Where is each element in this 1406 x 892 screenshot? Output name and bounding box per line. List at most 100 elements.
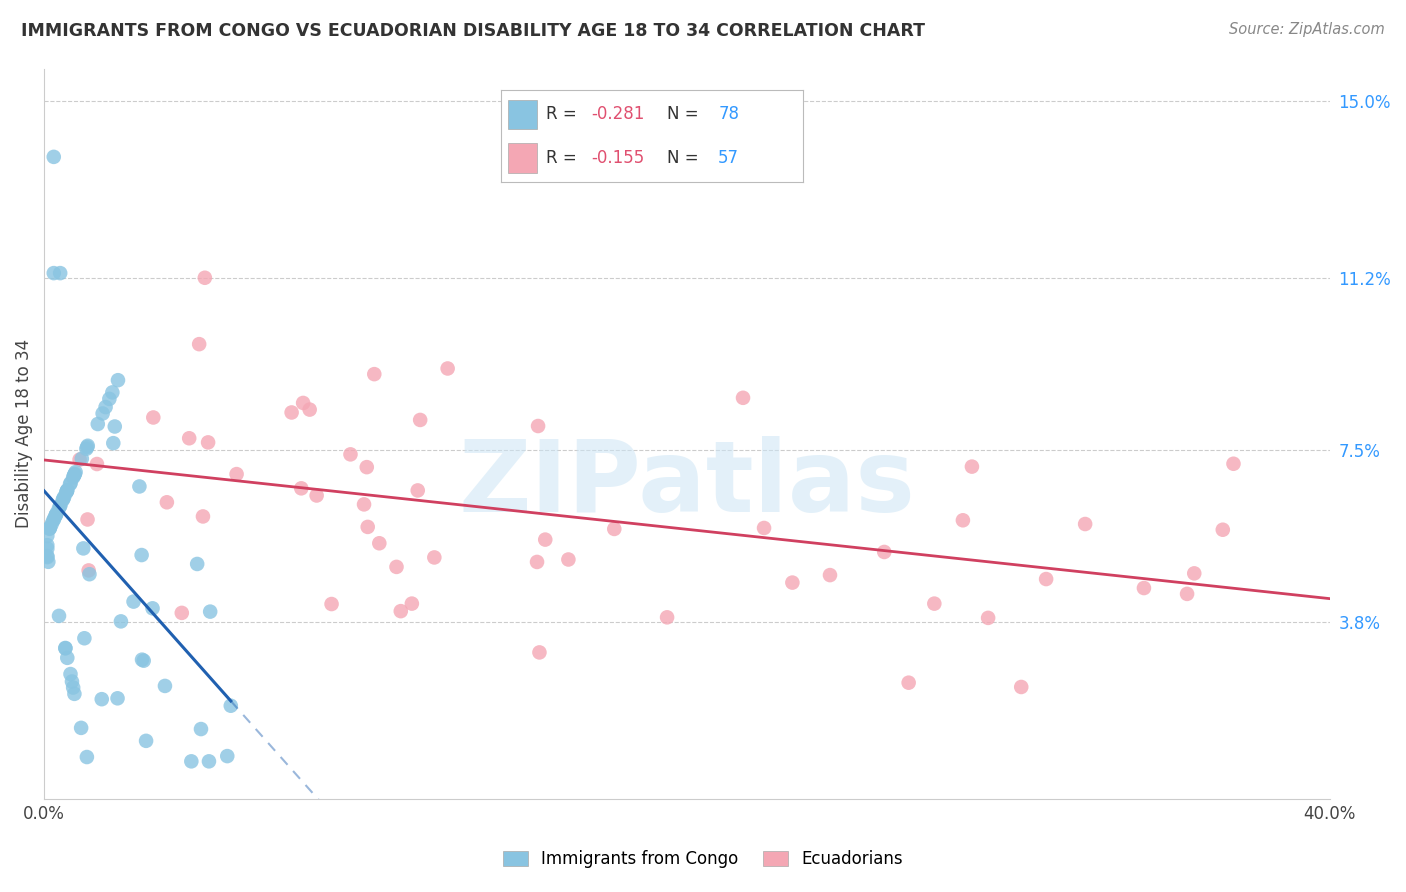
Point — [353, 497, 375, 511]
Text: ZIPatlas: ZIPatlas — [458, 436, 915, 533]
Point — [63, 687, 86, 701]
Point — [70, 451, 93, 466]
Point — [37, 555, 59, 569]
Point — [194, 270, 217, 285]
Point — [70, 721, 93, 735]
Point — [1182, 566, 1205, 581]
Point — [179, 431, 201, 445]
Point — [76, 439, 98, 453]
Point — [131, 548, 153, 562]
Point — [305, 488, 328, 502]
Point — [557, 552, 579, 566]
Point — [91, 407, 114, 421]
Point — [873, 545, 896, 559]
Point — [1222, 457, 1244, 471]
Y-axis label: Disability Age 18 to 34: Disability Age 18 to 34 — [15, 339, 32, 528]
Point — [219, 698, 242, 713]
Point — [52, 492, 75, 507]
Point — [186, 557, 208, 571]
Point — [406, 483, 429, 498]
Point — [79, 567, 101, 582]
Point — [42, 513, 65, 527]
Point — [298, 402, 321, 417]
Point — [59, 667, 82, 681]
Point — [38, 522, 60, 536]
Point — [76, 512, 98, 526]
Point — [122, 594, 145, 608]
Point — [818, 568, 841, 582]
Point — [45, 506, 67, 520]
Point — [87, 417, 110, 431]
Point — [731, 391, 754, 405]
Point — [38, 521, 60, 535]
Point — [56, 483, 79, 498]
Point — [389, 604, 412, 618]
Point — [960, 459, 983, 474]
Point — [132, 654, 155, 668]
Point — [60, 674, 83, 689]
Point — [225, 467, 247, 482]
Point — [42, 266, 65, 280]
Point — [75, 442, 97, 456]
Legend: Immigrants from Congo, Ecuadorians: Immigrants from Congo, Ecuadorians — [496, 844, 910, 875]
Point — [131, 653, 153, 667]
Point — [1035, 572, 1057, 586]
Point — [357, 520, 380, 534]
Point — [217, 749, 239, 764]
Point — [1010, 680, 1032, 694]
Point — [170, 606, 193, 620]
Point — [53, 640, 76, 655]
Point — [782, 575, 804, 590]
Point — [73, 632, 96, 646]
Point — [655, 610, 678, 624]
Point — [292, 396, 315, 410]
Point — [76, 750, 98, 764]
Point — [42, 512, 65, 526]
Point — [49, 499, 72, 513]
Point — [63, 467, 86, 482]
Point — [94, 400, 117, 414]
Point — [190, 722, 212, 736]
Point — [180, 755, 202, 769]
Point — [104, 419, 127, 434]
Point — [527, 419, 550, 434]
Point — [37, 538, 59, 552]
Point — [141, 601, 163, 615]
Point — [86, 457, 108, 471]
Point — [63, 468, 86, 483]
Point — [191, 509, 214, 524]
Point — [526, 555, 548, 569]
Point — [48, 501, 70, 516]
Point — [65, 465, 87, 479]
Point — [436, 361, 458, 376]
Point — [401, 597, 423, 611]
Point — [55, 484, 77, 499]
Point — [128, 479, 150, 493]
Point — [41, 516, 63, 531]
Text: Source: ZipAtlas.com: Source: ZipAtlas.com — [1229, 22, 1385, 37]
Point — [55, 641, 77, 656]
Point — [156, 495, 179, 509]
Point — [103, 436, 125, 450]
Point — [952, 513, 974, 527]
Point — [59, 475, 82, 490]
Point — [290, 481, 312, 495]
Point — [37, 550, 59, 565]
Point — [1212, 523, 1234, 537]
Point — [110, 615, 132, 629]
Point — [101, 385, 124, 400]
Point — [409, 413, 432, 427]
Point — [52, 491, 75, 506]
Point — [198, 605, 221, 619]
Point — [142, 410, 165, 425]
Point — [69, 452, 91, 467]
Point — [45, 508, 67, 523]
Text: IMMIGRANTS FROM CONGO VS ECUADORIAN DISABILITY AGE 18 TO 34 CORRELATION CHART: IMMIGRANTS FROM CONGO VS ECUADORIAN DISA… — [21, 22, 925, 40]
Point — [49, 266, 72, 280]
Point — [53, 490, 76, 504]
Point — [153, 679, 176, 693]
Point — [107, 691, 129, 706]
Point — [39, 520, 62, 534]
Point — [423, 550, 446, 565]
Point — [603, 522, 626, 536]
